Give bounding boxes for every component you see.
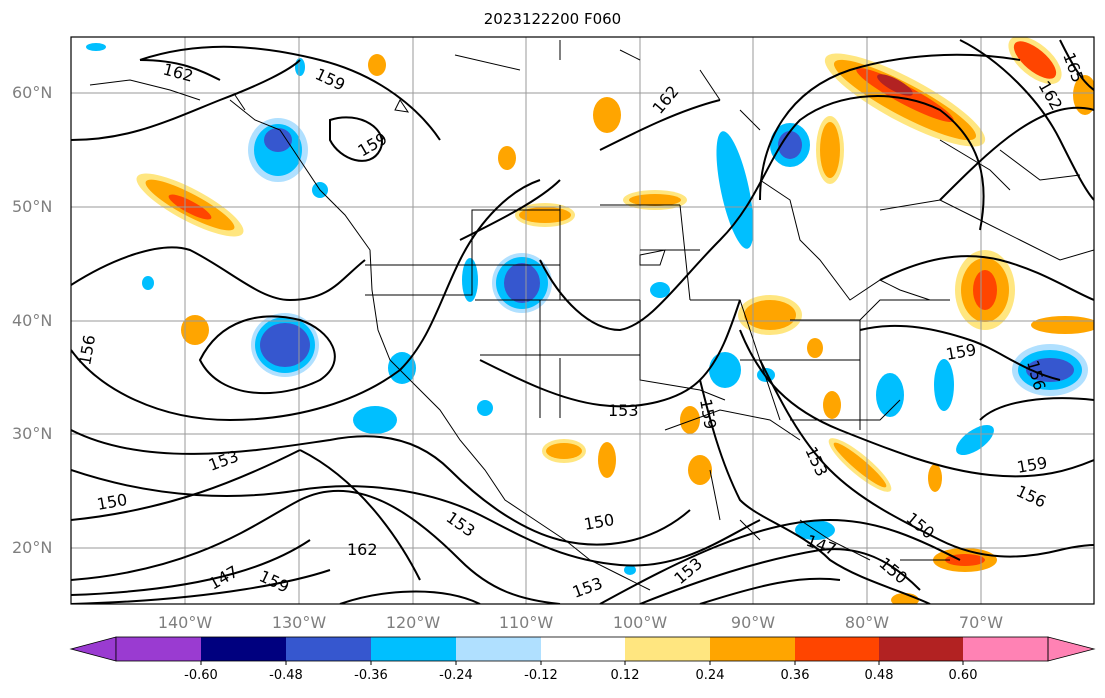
shaded-fields	[86, 37, 1094, 604]
height-contours	[71, 39, 1094, 604]
colorbar-segment	[286, 637, 371, 661]
colorbar-tick-label: 0.24	[695, 668, 725, 683]
figure-title: 2023122200 F060	[483, 10, 622, 28]
lat-label: 50°N	[12, 197, 53, 216]
colorbar-segment	[963, 637, 1048, 661]
colorbar-tick-label: 0.36	[780, 668, 810, 683]
colorbar-segment	[710, 637, 795, 661]
lon-label: 70°W	[958, 613, 1004, 632]
negative-anomaly-blob	[492, 253, 552, 313]
lon-label: 130°W	[271, 613, 327, 632]
colorbar-extend-min	[69, 636, 117, 662]
lon-label: 110°W	[498, 613, 554, 632]
colorbar-segment	[879, 637, 963, 661]
colorbar-tick-label: 0.12	[610, 668, 640, 683]
colorbar-segment	[371, 637, 456, 661]
lat-label: 30°N	[12, 424, 53, 443]
colorbar-tick-label: 0.48	[864, 668, 894, 683]
map-frame	[70, 36, 1095, 605]
lon-label: 140°W	[157, 613, 213, 632]
colorbar-tick-label: -0.24	[439, 668, 473, 683]
lat-label: 20°N	[12, 538, 53, 557]
lat-label: 60°N	[12, 83, 53, 102]
lon-label: 90°W	[730, 613, 776, 632]
lon-label: 120°W	[385, 613, 441, 632]
colorbar-tick-label: 0.60	[948, 668, 978, 683]
colorbar-extend-max	[1047, 636, 1096, 662]
contour-label: 153	[608, 401, 639, 420]
colorbar-segment	[116, 637, 201, 661]
lon-label: 80°W	[844, 613, 890, 632]
positive-anomaly-blob	[181, 54, 1094, 604]
colorbar-segment	[201, 637, 286, 661]
negative-anomaly-blob	[251, 313, 319, 377]
negative-anomaly-blob	[248, 118, 308, 182]
colorbar-segment	[795, 637, 879, 661]
contour-label: 162	[347, 540, 378, 559]
colorbar-tick-label: -0.12	[524, 668, 558, 683]
positive-anomaly-blob	[955, 250, 1015, 330]
positive-anomaly-blob	[824, 53, 986, 147]
coastlines-and-borders	[89, 40, 1094, 591]
colorbar-tick-label: -0.36	[354, 668, 388, 683]
colorbar-segment	[625, 637, 710, 661]
colorbar-segment	[541, 637, 625, 661]
colorbar	[69, 636, 1096, 665]
map-plot-area	[71, 37, 1094, 604]
colorbar-segment	[456, 637, 541, 661]
colorbar-tick-label: -0.48	[269, 668, 303, 683]
lat-label: 40°N	[12, 311, 53, 330]
colorbar-tick-label: -0.60	[184, 668, 218, 683]
lon-label: 100°W	[612, 613, 668, 632]
